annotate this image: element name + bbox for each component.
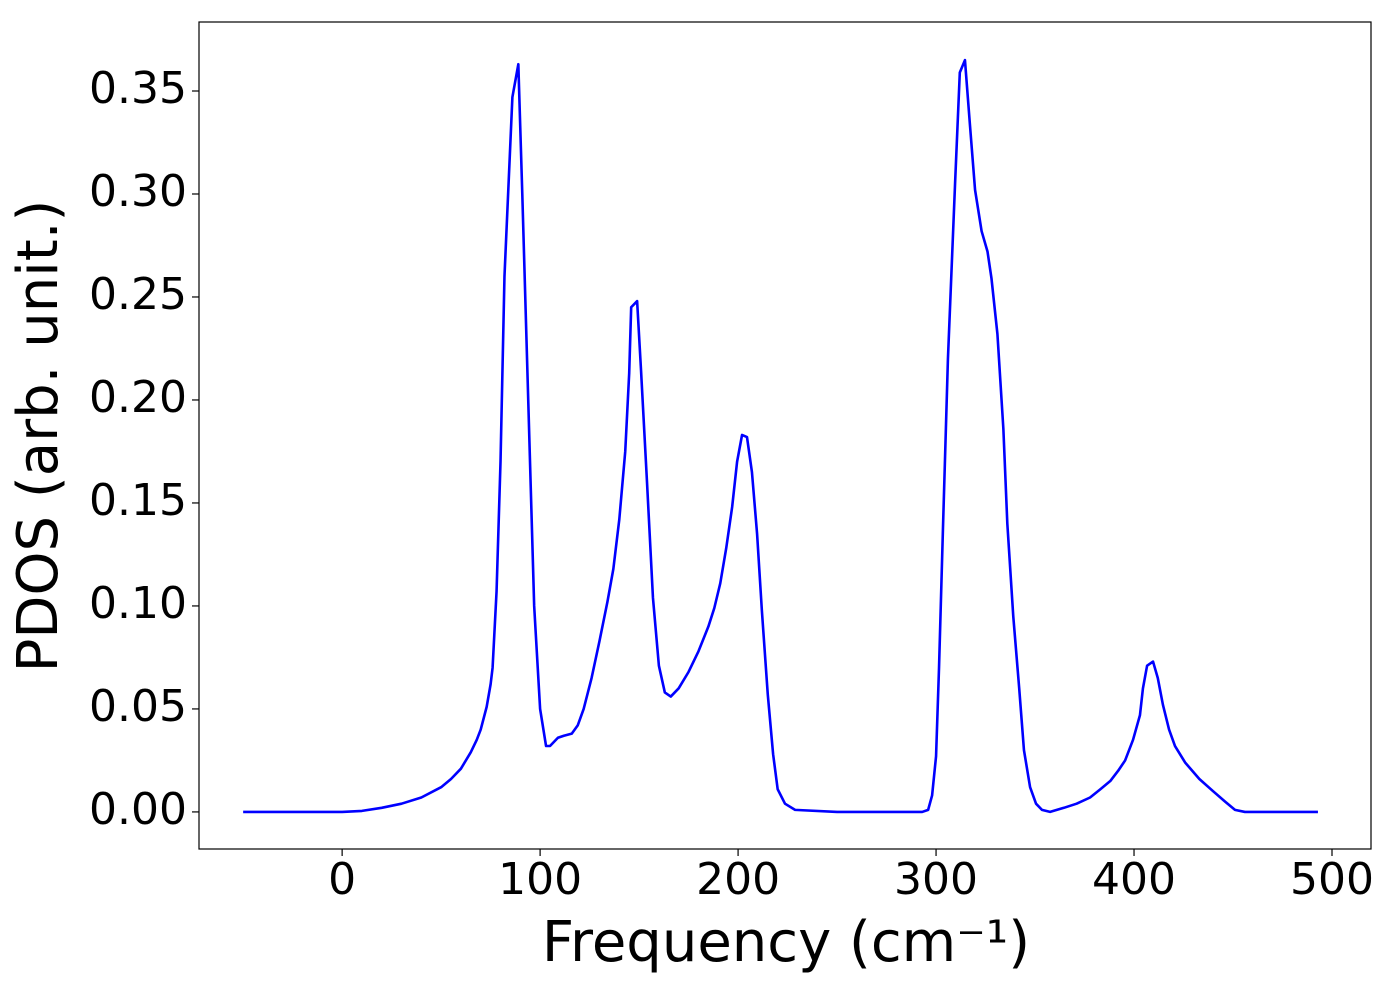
y-tick-label: 0.10 [89,578,187,629]
y-tick-label: 0.25 [89,269,187,320]
x-tick-label: 300 [894,854,978,905]
y-tick-label: 0.20 [89,372,187,423]
x-tick-label: 200 [696,854,780,905]
y-tick-label: 0.05 [89,681,187,732]
x-tick-label: 100 [498,854,582,905]
x-tick-label: 0 [328,854,356,905]
x-tick-label: 400 [1092,854,1176,905]
data-line [243,58,1318,814]
y-axis-label: PDOS (arb. unit.) [6,200,71,673]
y-tick-label: 0.15 [89,475,187,526]
x-axis-label: Frequency (cm⁻¹) [542,910,1030,975]
x-tick-label: 500 [1290,854,1374,905]
y-tick-label: 0.00 [89,784,187,835]
plot-frame [198,21,1372,850]
y-tick-label: 0.30 [89,166,187,217]
y-tick-label: 0.35 [89,63,187,114]
